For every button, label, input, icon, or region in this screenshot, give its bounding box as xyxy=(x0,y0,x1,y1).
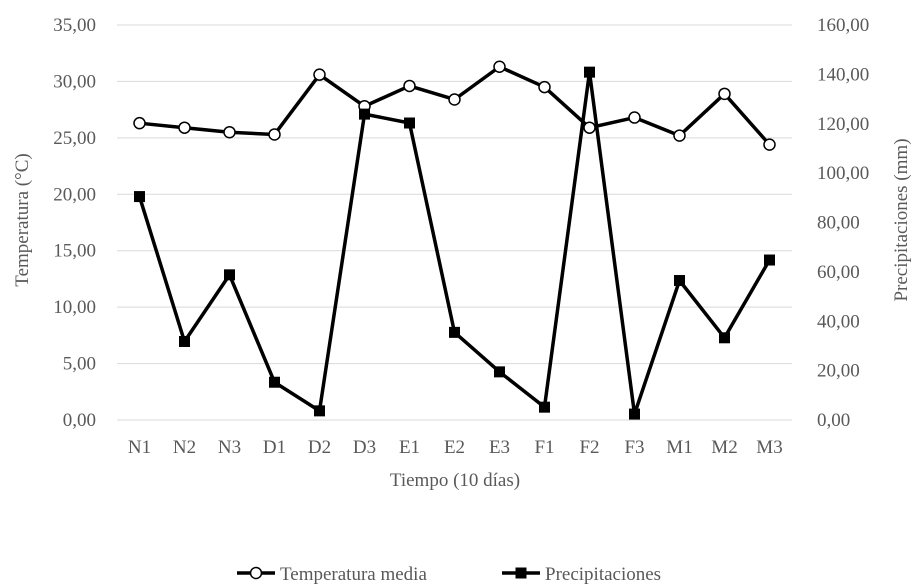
right-tick-label: 60,00 xyxy=(817,262,860,283)
x-tick-label: M1 xyxy=(666,437,692,458)
left-tick-label: 25,00 xyxy=(53,128,96,149)
right-tick-label: 120,00 xyxy=(817,114,869,135)
precipitation-point xyxy=(314,405,325,417)
temperature-point xyxy=(223,125,236,139)
left-tick-label: 20,00 xyxy=(53,184,96,205)
legend-item-precipitaciones: Precipitaciones xyxy=(502,564,661,585)
left-tick-label: 10,00 xyxy=(53,297,96,318)
temperature-point xyxy=(268,128,281,141)
precipitation-point xyxy=(449,326,460,338)
x-axis-title: Tiempo (10 días) xyxy=(390,470,520,491)
x-tick-label: D3 xyxy=(353,437,376,458)
precipitation-point xyxy=(359,108,370,120)
temperature-point xyxy=(133,116,146,130)
temperature-point xyxy=(403,79,416,93)
x-tick-label: F1 xyxy=(534,437,554,458)
right-tick-label: 20,00 xyxy=(817,361,860,382)
left-tick-label: 35,00 xyxy=(53,15,96,36)
left-axis-title: Temperatura (°C) xyxy=(12,153,33,286)
right-tick-label: 140,00 xyxy=(817,64,869,85)
temperature-point xyxy=(673,129,686,142)
precipitation-point xyxy=(539,401,550,413)
precipitation-point xyxy=(179,335,190,347)
precipitation-point xyxy=(629,408,640,420)
left-tick-label: 30,00 xyxy=(53,71,96,92)
precipitation-point xyxy=(494,366,505,378)
x-tick-label: E1 xyxy=(399,437,420,458)
precipitation-point xyxy=(404,117,415,129)
legend-marker-temperatura xyxy=(249,566,263,580)
precipitation-point xyxy=(584,66,595,78)
right-axis-ticks: 0,00 20,00 40,00 60,00 80,00 100,00 120,00 140,… xyxy=(817,15,869,431)
right-tick-label: 0,00 xyxy=(817,410,850,431)
x-tick-label: M2 xyxy=(711,437,737,458)
x-tick-label: F2 xyxy=(579,437,599,458)
left-tick-label: 0,00 xyxy=(63,410,96,431)
temperature-point xyxy=(178,121,191,134)
right-axis-title: Precipitaciones (mm) xyxy=(891,138,912,301)
x-tick-label: E2 xyxy=(444,437,465,458)
temperature-point xyxy=(628,111,641,124)
left-axis-ticks: 0,00 5,00 10,00 15,00 20,00 25,00 30,00 35,00 xyxy=(53,15,96,431)
legend-label-temperatura: Temperatura media xyxy=(280,564,427,585)
right-tick-label: 160,00 xyxy=(817,15,869,36)
right-tick-label: 100,00 xyxy=(817,163,869,184)
x-tick-label: N2 xyxy=(173,437,196,458)
precipitation-point xyxy=(134,191,145,203)
legend-marker-precipitaciones xyxy=(515,567,527,579)
x-tick-label: D1 xyxy=(263,437,286,458)
gridlines xyxy=(117,24,792,421)
precipitation-point xyxy=(719,332,730,344)
x-tick-label: F3 xyxy=(624,437,644,458)
right-tick-label: 80,00 xyxy=(817,213,860,234)
x-tick-label: D2 xyxy=(308,437,331,458)
x-axis-ticks: N1 N2 N3 D1 D2 D3 E1 E2 E3 F1 F2 F3 M1 M2 M3 xyxy=(128,437,783,458)
x-tick-label: E3 xyxy=(489,437,510,458)
temperature-point xyxy=(538,80,551,94)
x-tick-label: N3 xyxy=(218,437,241,458)
temperature-point xyxy=(583,121,596,134)
temperature-point xyxy=(718,87,731,101)
temperature-point xyxy=(448,93,461,106)
left-tick-label: 15,00 xyxy=(53,241,96,262)
temperature-point xyxy=(493,60,506,74)
precipitation-point xyxy=(674,275,685,287)
legend: Temperatura media Precipitaciones xyxy=(237,564,661,585)
x-tick-label: N1 xyxy=(128,437,151,458)
precipitation-point xyxy=(269,376,280,388)
series-line-1 xyxy=(137,70,772,416)
temperature-point xyxy=(313,68,326,81)
legend-item-temperatura: Temperatura media xyxy=(237,564,427,585)
left-tick-label: 5,00 xyxy=(63,354,96,375)
right-tick-label: 40,00 xyxy=(817,311,860,332)
x-tick-label: M3 xyxy=(756,437,782,458)
precipitation-point xyxy=(764,254,775,266)
legend-label-precipitaciones: Precipitaciones xyxy=(545,564,661,585)
temperature-point xyxy=(763,138,776,151)
series-group xyxy=(133,60,776,420)
precipitation-point xyxy=(224,269,235,281)
